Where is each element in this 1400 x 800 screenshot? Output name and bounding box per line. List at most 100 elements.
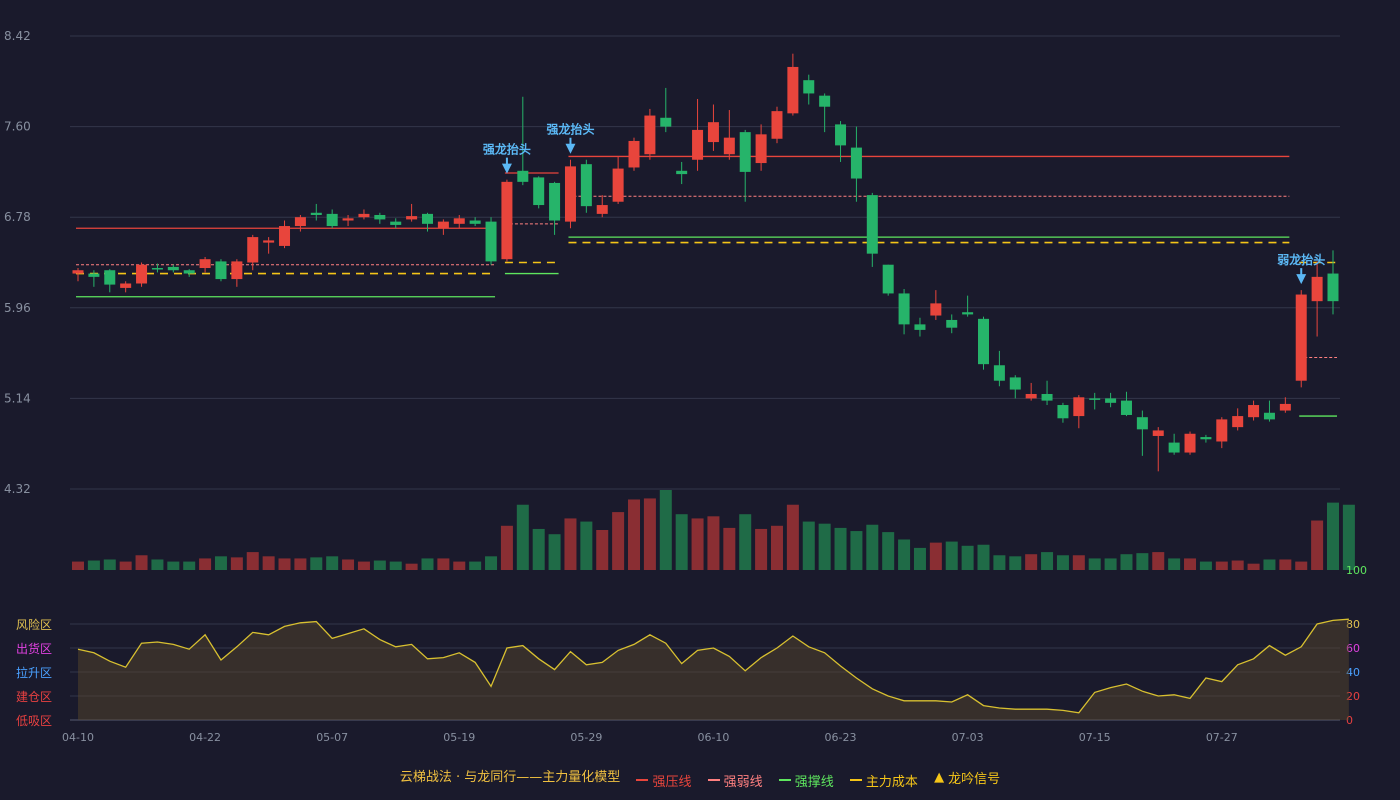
volume-bar [786, 504, 799, 570]
candle-body [835, 124, 847, 146]
candle-body [1025, 393, 1037, 399]
y-tick-label: 5.14 [4, 391, 31, 405]
candle-body [914, 324, 926, 330]
y-tick-label: 7.60 [4, 120, 31, 134]
volume-bar [119, 561, 132, 570]
volume-bar [485, 556, 498, 570]
volume-bar [278, 558, 291, 570]
volume-bar [294, 558, 307, 570]
legend-item-cost[interactable]: 主力成本 [849, 771, 918, 790]
x-tick-label: 07-27 [1206, 731, 1238, 744]
volume-bar [310, 557, 323, 570]
volume-bar [612, 512, 625, 570]
candle-body [930, 303, 942, 316]
volume-bar [1231, 560, 1244, 570]
signal-arrow-icon [501, 163, 512, 174]
volume-bar [723, 527, 736, 570]
candle-body [692, 129, 704, 160]
candle-body [406, 216, 418, 220]
candle-body [850, 147, 862, 179]
candle-body [374, 214, 386, 220]
volume-bar [230, 557, 243, 570]
osc-y-tick-label: 80 [1346, 618, 1360, 631]
volume-bar [596, 530, 609, 570]
legend-title: 云梯战法 · 与龙同行——主力量化模型 [399, 770, 621, 785]
y-tick-label: 8.42 [4, 29, 31, 43]
volume-bar [548, 534, 561, 570]
solid-line-icon [778, 779, 791, 781]
candle-body [263, 240, 275, 243]
volume-bar [929, 542, 942, 570]
candle-body [660, 117, 672, 127]
candle-body [167, 266, 179, 271]
volume-bar [659, 490, 672, 570]
candle-body [199, 259, 211, 269]
osc-y-tick-label: 40 [1346, 666, 1360, 679]
candle-body [1152, 430, 1164, 436]
candle-body [1200, 437, 1212, 440]
volume-bar [72, 561, 84, 570]
volume-bar [898, 539, 911, 570]
candle-body [294, 217, 306, 227]
volume-bar [469, 561, 482, 570]
candle-body [469, 220, 481, 224]
candle-body [1105, 398, 1117, 403]
candle-body [485, 221, 497, 262]
x-tick-label: 06-10 [697, 731, 729, 744]
y-tick-label: 5.96 [4, 301, 31, 315]
candle-body [787, 66, 799, 114]
candle-body [1279, 403, 1291, 411]
volume-bar [1072, 555, 1085, 570]
volume-bar [437, 558, 450, 570]
candle-body [1057, 405, 1069, 419]
volume-bar [675, 514, 688, 570]
candle-body [946, 319, 958, 328]
volume-bar [1199, 561, 1212, 570]
volume-bar [1327, 502, 1339, 570]
candle-body [120, 283, 132, 288]
legend-item-strong-resist[interactable]: 强压线 [636, 771, 691, 790]
osc-y-tick-label: 60 [1346, 642, 1360, 655]
volume-bar [1311, 520, 1324, 570]
volume-bar [453, 561, 466, 570]
candle-body [310, 212, 322, 215]
candle-body [628, 140, 640, 168]
candle-body [1009, 377, 1021, 390]
candle-body [993, 365, 1005, 381]
dashed-line-icon [849, 779, 862, 781]
candle-body [882, 264, 894, 294]
volume-bar [770, 525, 783, 570]
volume-bar [167, 561, 180, 570]
legend-item-weak[interactable]: 强弱线 [707, 771, 763, 790]
legend-item-support[interactable]: 强撑线 [778, 771, 834, 790]
zone-label: 拉升区 [16, 665, 52, 680]
volume-bar [1104, 558, 1117, 570]
osc-y-tick-label: 20 [1346, 690, 1360, 703]
candle-body [819, 95, 831, 107]
osc-y-tick-label: 100 [1346, 564, 1367, 577]
volume-bar [1184, 558, 1197, 570]
candle-body [437, 221, 449, 229]
candle-body [279, 226, 291, 246]
candle-body [723, 137, 735, 155]
zone-label: 风险区 [16, 617, 52, 632]
volume-bar [945, 541, 958, 570]
volume-bar [866, 524, 879, 570]
signal-label: 强龙抬头 [546, 122, 594, 137]
dashed-line-icon [707, 779, 720, 781]
volume-bar [1056, 555, 1069, 570]
candle-body [88, 273, 100, 277]
candle-body [326, 213, 338, 227]
candle-body [1073, 397, 1085, 417]
volume-bar [1088, 558, 1101, 570]
candle-body [247, 237, 259, 263]
candle-body [596, 205, 608, 214]
x-tick-label: 07-03 [952, 731, 984, 744]
volume-bar [1041, 552, 1054, 570]
volume-bar [739, 514, 752, 570]
candle-body [739, 132, 751, 172]
x-tick-label: 04-10 [62, 731, 94, 744]
legend-item-signal[interactable]: ▲ 龙吟信号 [934, 770, 1001, 787]
volume-bar [516, 504, 529, 570]
volume-bar [1247, 563, 1260, 570]
